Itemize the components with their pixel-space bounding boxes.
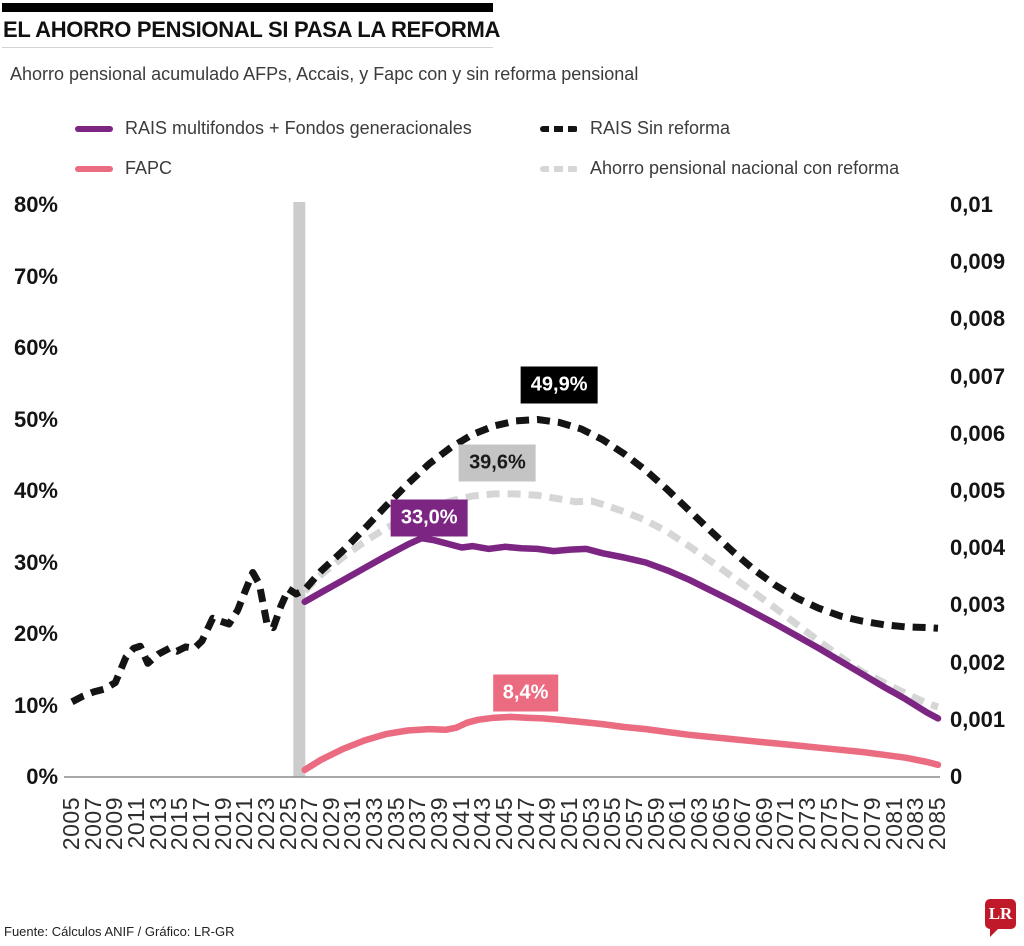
legend-item: Ahorro pensional nacional con reforma xyxy=(540,158,899,179)
x-tick: 2023 xyxy=(252,797,279,851)
y-tick-left: 20% xyxy=(13,621,58,646)
y-tick-right: 0,001 xyxy=(950,706,1006,732)
y-tick-right: 0,005 xyxy=(950,478,1006,503)
chart-legend: RAIS multifondos + Fondos generacionales… xyxy=(0,108,1024,188)
y-tick-left: 30% xyxy=(13,549,58,575)
x-tick: 2045 xyxy=(491,797,517,851)
x-tick: 2085 xyxy=(924,797,950,851)
title-accent-bar xyxy=(2,3,493,12)
solid-line-swatch-icon xyxy=(75,125,113,132)
lr-logo: LR xyxy=(985,899,1016,937)
y-tick-left: 50% xyxy=(13,406,58,432)
x-tick: 2079 xyxy=(859,797,886,851)
x-tick: 2005 xyxy=(58,797,84,851)
dashed-line-swatch-icon xyxy=(540,165,578,172)
y-tick-left: 40% xyxy=(13,478,58,503)
series-line-fapc xyxy=(301,713,942,774)
legend-label: RAIS Sin reforma xyxy=(590,118,731,138)
source-credit: Fuente: Cálculos ANIF / Gráfico: LR-GR xyxy=(4,924,235,939)
legend-item: RAIS Sin reforma xyxy=(540,118,730,139)
chart-subtitle: Ahorro pensional acumulado AFPs, Accais,… xyxy=(10,64,639,84)
legend-item: FAPC xyxy=(75,158,172,179)
x-tick: 2055 xyxy=(599,797,626,851)
legend-item: RAIS multifondos + Fondos generacionales xyxy=(75,118,472,139)
y-tick-left: 10% xyxy=(13,692,58,718)
y-tick-right: 0,009 xyxy=(950,249,1006,275)
legend-label: FAPC xyxy=(125,158,173,178)
x-tick: 2067 xyxy=(729,797,756,851)
value-callout: 49,9% xyxy=(520,366,598,404)
x-tick: 2051 xyxy=(555,797,582,851)
y-tick-left: 70% xyxy=(13,263,58,289)
legend-label: RAIS multifondos + Fondos generacionales xyxy=(125,118,472,138)
value-callout: 39,6% xyxy=(459,444,536,482)
x-tick: 2033 xyxy=(361,797,388,851)
solid-line-swatch-icon xyxy=(75,165,113,172)
y-tick-left: 80% xyxy=(13,192,58,217)
x-tick: 2073 xyxy=(794,797,821,851)
dashed-line-swatch-icon xyxy=(540,125,578,132)
y-tick-right: 0,003 xyxy=(950,592,1006,618)
value-callout: 8,4% xyxy=(492,674,559,712)
x-tick: 2063 xyxy=(685,797,712,851)
y-tick-right: 0,006 xyxy=(950,420,1006,446)
x-tick: 2009 xyxy=(101,797,128,851)
legend-label: Ahorro pensional nacional con reforma xyxy=(590,158,900,178)
x-tick: 2049 xyxy=(534,797,561,851)
x-tick: 2027 xyxy=(296,797,323,851)
title-divider xyxy=(2,47,493,48)
x-tick: 2021 xyxy=(231,797,258,851)
y-tick-left: 60% xyxy=(13,335,58,360)
y-tick-left: 0% xyxy=(26,764,58,789)
series-line-rais-sin-reforma xyxy=(70,416,939,705)
value-callout: 33,0% xyxy=(390,499,468,537)
lr-logo-text: LR xyxy=(988,904,1013,923)
y-tick-right: 0,004 xyxy=(950,535,1006,561)
x-tick: 2011 xyxy=(122,797,149,849)
x-tick: 2061 xyxy=(664,797,691,851)
reform-reference-band xyxy=(293,202,306,777)
y-tick-right: 0,002 xyxy=(950,649,1006,675)
x-tick: 2017 xyxy=(187,797,214,851)
series-line-rais-multifondos-fondos-generacionales xyxy=(301,534,942,722)
x-tick: 2039 xyxy=(426,797,453,851)
y-tick-right: 0 xyxy=(950,764,963,789)
y-tick-right: 0,007 xyxy=(950,363,1006,389)
y-tick-right: 0,008 xyxy=(950,306,1006,332)
x-tick: 2015 xyxy=(166,797,193,851)
y-tick-right: 0,01 xyxy=(950,192,993,217)
x-tick: 2057 xyxy=(620,797,647,851)
page-title: EL AHORRO PENSIONAL SI PASA LA REFORMA xyxy=(3,17,501,42)
